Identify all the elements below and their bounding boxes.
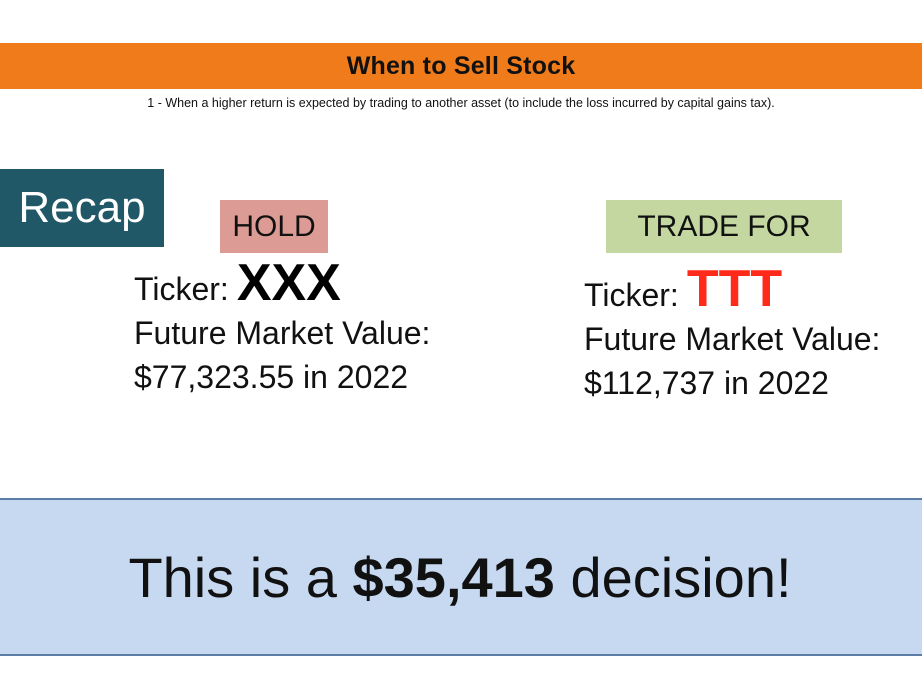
slide-title: When to Sell Stock xyxy=(346,51,576,80)
hold-value: $77,323.55 in 2022 xyxy=(134,359,409,395)
decision-statement: This is a $35,413 decision! xyxy=(128,545,791,610)
hold-ticker-symbol: XXX xyxy=(236,254,341,312)
trade-for-tag: TRADE FOR xyxy=(606,200,842,253)
decision-box: This is a $35,413 decision! xyxy=(0,498,922,656)
trade-ticker-label: Ticker: xyxy=(584,277,679,313)
slide-subtitle: 1 - When a higher return is expected by … xyxy=(147,96,775,110)
decision-amount: $35,413 xyxy=(352,545,555,609)
hold-value-label: Future Market Value: xyxy=(134,315,431,351)
trade-value: $112,737 in 2022 xyxy=(584,365,829,401)
hold-ticker-label: Ticker: xyxy=(134,271,229,307)
recap-box: Recap xyxy=(0,169,164,247)
decision-suffix: decision! xyxy=(554,545,792,609)
title-banner: When to Sell Stock xyxy=(0,43,922,89)
trade-column: Ticker: TTT Future Market Value: $112,73… xyxy=(584,260,881,405)
hold-tag: HOLD xyxy=(220,200,328,253)
trade-ticker-symbol: TTT xyxy=(686,260,783,318)
hold-column: Ticker: XXX Future Market Value: $77,323… xyxy=(134,254,431,399)
decision-prefix: This is a xyxy=(128,545,353,609)
hold-ticker-row: Ticker: XXX xyxy=(134,254,430,312)
trade-ticker-row: Ticker: TTT xyxy=(584,260,880,318)
recap-label: Recap xyxy=(18,183,146,232)
trade-value-label: Future Market Value: xyxy=(584,321,881,357)
